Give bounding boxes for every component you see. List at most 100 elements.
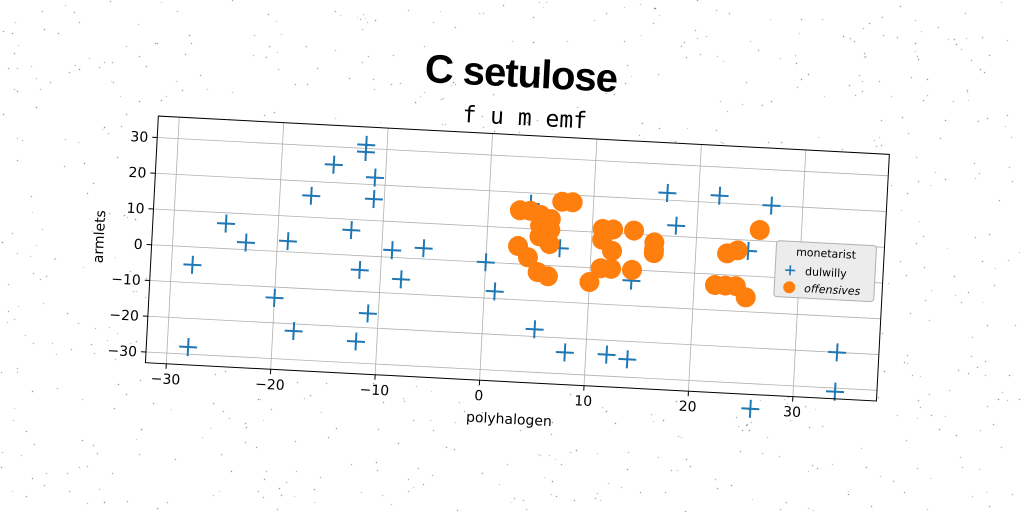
legend-entry: offensives xyxy=(783,281,861,298)
plus-marker-v xyxy=(399,270,403,289)
point-dulwilly xyxy=(278,232,297,251)
legend-label: offensives xyxy=(804,282,861,298)
plus-marker-v xyxy=(770,196,773,215)
plus-marker-v xyxy=(366,304,370,323)
y-gridline xyxy=(147,315,879,355)
plus-marker-v xyxy=(309,186,313,205)
point-dulwilly xyxy=(350,260,369,280)
point-dulwilly xyxy=(525,320,544,339)
point-offensives xyxy=(602,240,623,261)
point-dulwilly xyxy=(392,270,411,289)
point-dulwilly xyxy=(216,214,236,233)
legend-label: dulwilly xyxy=(805,265,848,280)
plus-marker-v xyxy=(835,343,839,362)
plus-marker-v xyxy=(190,255,194,274)
plus-marker-v xyxy=(558,239,562,258)
point-dulwilly xyxy=(284,322,303,341)
data-marks xyxy=(179,135,871,418)
legend-marker xyxy=(783,281,796,294)
point-dulwilly xyxy=(741,399,760,418)
point-dulwilly xyxy=(555,343,574,362)
plus-marker-v xyxy=(563,343,567,362)
x-axis-label: polyhalogen xyxy=(466,410,553,430)
plus-marker-v xyxy=(484,253,488,272)
point-dulwilly xyxy=(825,382,845,401)
x-tick-label: 20 xyxy=(678,399,697,416)
point-dulwilly xyxy=(302,186,321,205)
plus-marker-v xyxy=(364,142,368,162)
plus-marker-v xyxy=(833,382,837,401)
plus-marker-v xyxy=(665,183,669,202)
plus-marker-v xyxy=(273,288,276,307)
x-tick-label: −30 xyxy=(150,371,180,389)
legend-entry: dulwilly xyxy=(785,265,848,280)
y-tick-label: 0 xyxy=(133,237,143,253)
plus-marker-v xyxy=(533,320,537,339)
plus-marker-v xyxy=(748,399,752,418)
y-tick-label: −10 xyxy=(111,271,141,289)
chart-title: f u m emf xyxy=(462,102,588,134)
plus-marker-v xyxy=(674,216,678,235)
plus-marker-v xyxy=(718,186,722,205)
point-dulwilly xyxy=(265,288,284,307)
x-tick-label: 30 xyxy=(783,404,802,421)
point-dulwilly xyxy=(828,343,847,362)
x-tick-label: 0 xyxy=(474,388,484,404)
y-tick-label: −20 xyxy=(109,307,139,325)
x-gridline xyxy=(583,139,598,386)
plus-marker-v xyxy=(354,332,358,351)
x-tick-label: −20 xyxy=(255,376,285,394)
point-dulwilly xyxy=(414,239,433,258)
point-dulwilly xyxy=(658,183,677,202)
plus-marker-v xyxy=(244,233,248,252)
point-dulwilly xyxy=(485,282,504,301)
point-offensives xyxy=(601,258,622,279)
y-gridline xyxy=(157,137,889,177)
plus-marker-v xyxy=(493,282,497,301)
x-gridline xyxy=(374,128,389,375)
x-gridline xyxy=(688,144,702,392)
plus-marker-v xyxy=(625,350,629,369)
x-gridline xyxy=(270,122,285,370)
point-dulwilly xyxy=(356,142,375,162)
plus-marker-v xyxy=(186,337,190,357)
plus-marker-v xyxy=(286,232,290,251)
y-tick-label: 10 xyxy=(126,201,145,218)
point-dulwilly xyxy=(667,216,686,235)
x-gridline xyxy=(165,117,180,364)
point-dulwilly xyxy=(179,337,198,357)
plus-marker-v xyxy=(292,322,296,341)
point-dulwilly xyxy=(597,345,616,364)
plus-marker-v xyxy=(349,221,353,240)
y-gridline xyxy=(145,351,878,391)
plus-marker-v xyxy=(358,260,362,280)
point-dulwilly xyxy=(618,350,637,369)
plot-frame xyxy=(144,115,890,402)
plot-area xyxy=(144,115,890,418)
point-offensives xyxy=(579,272,600,293)
point-dulwilly xyxy=(342,221,361,240)
x-tick-label: 10 xyxy=(574,393,593,410)
x-tick-label: −10 xyxy=(359,382,389,400)
legend: monetarist dulwilly offensives xyxy=(773,240,877,303)
point-offensives xyxy=(537,266,558,287)
point-dulwilly xyxy=(762,196,781,215)
y-axis-label: armlets xyxy=(91,210,110,264)
y-gridline xyxy=(153,208,885,248)
legend-entries: dulwilly offensives xyxy=(783,265,861,298)
plus-marker-v xyxy=(390,241,394,260)
point-offensives xyxy=(624,220,645,241)
point-offensives xyxy=(517,247,538,268)
y-tick-label: 30 xyxy=(130,129,149,146)
point-dulwilly xyxy=(358,304,377,323)
point-dulwilly xyxy=(383,241,402,260)
legend-title: monetarist xyxy=(796,246,857,262)
plus-marker-v xyxy=(422,239,426,258)
point-offensives xyxy=(643,243,664,264)
plus-marker-v xyxy=(605,345,609,364)
plus-marker-v xyxy=(746,241,750,260)
point-dulwilly xyxy=(236,233,256,252)
plus-marker-v xyxy=(373,168,377,187)
point-offensives xyxy=(727,240,748,261)
